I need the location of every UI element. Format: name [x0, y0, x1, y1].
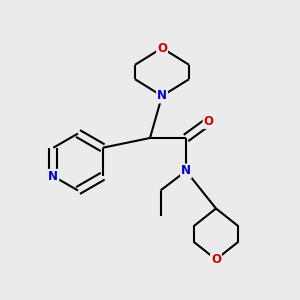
Text: N: N — [157, 89, 167, 103]
Text: O: O — [157, 41, 167, 55]
Text: N: N — [181, 164, 191, 178]
Text: O: O — [211, 253, 221, 266]
Text: O: O — [203, 115, 214, 128]
Text: N: N — [48, 170, 58, 183]
